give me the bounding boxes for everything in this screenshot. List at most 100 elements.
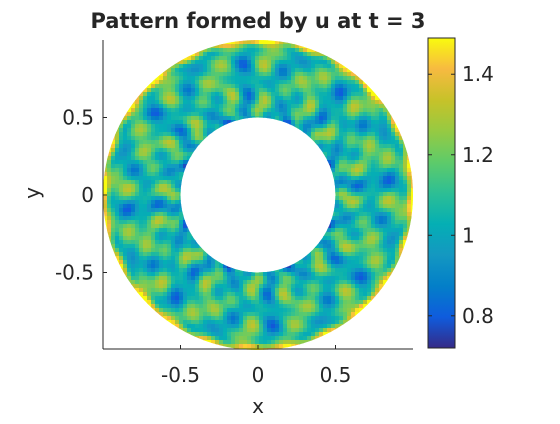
heatmap-cell [155,76,160,81]
heatmap-cell [395,248,400,253]
heatmap-cell [359,248,364,253]
heatmap-cell [131,208,136,213]
heatmap-cell [183,164,188,169]
heatmap-cell [311,48,316,53]
heatmap-cell [247,56,252,61]
heatmap-cell [319,140,324,145]
heatmap-cell [283,344,288,349]
heatmap-cell [175,192,180,197]
heatmap-cell [195,284,200,289]
heatmap-cell [339,96,344,101]
heatmap-cell [339,204,344,209]
heatmap-cell [211,88,216,93]
heatmap-cell [183,168,188,173]
heatmap-cell [283,64,288,69]
heatmap-cell [299,56,304,61]
heatmap-cell [331,272,336,277]
heatmap-cell [243,300,248,305]
heatmap-cell [219,52,224,57]
heatmap-cell [119,204,124,209]
heatmap-cell [167,292,172,297]
heatmap-cell [331,104,336,109]
heatmap-cell [267,84,272,89]
heatmap-cell [303,280,308,285]
heatmap-cell [395,184,400,189]
heatmap-cell [175,56,180,61]
heatmap-cell [387,160,392,165]
heatmap-cell [131,140,136,145]
heatmap-cell [307,80,312,85]
heatmap-cell [347,296,352,301]
heatmap-cell [171,312,176,317]
heatmap-cell [143,204,148,209]
heatmap-cell [391,268,396,273]
heatmap-cell [207,336,212,341]
heatmap-cell [171,328,176,333]
heatmap-cell [379,96,384,101]
heatmap-cell [127,116,132,121]
heatmap-cell [119,192,124,197]
heatmap-cell [267,64,272,69]
heatmap-cell [283,68,288,73]
heatmap-cell [335,296,340,301]
heatmap-cell [291,56,296,61]
heatmap-cell [263,304,268,309]
heatmap-cell [395,152,400,157]
heatmap-cell [223,96,228,101]
heatmap-cell [227,324,232,329]
heatmap-cell [191,108,196,113]
heatmap-cell [183,292,188,297]
heatmap-cell [399,196,404,201]
heatmap-cell [347,260,352,265]
heatmap-cell [291,120,296,125]
heatmap-cell [363,256,368,261]
heatmap-cell [155,208,160,213]
heatmap-cell [331,256,336,261]
heatmap-cell [363,96,368,101]
heatmap-cell [347,324,352,329]
heatmap-cell [343,320,348,325]
heatmap-cell [243,116,248,121]
heatmap-cell [335,288,340,293]
heatmap-cell [247,40,252,45]
heatmap-cell [175,180,180,185]
heatmap-cell [227,88,232,93]
heatmap-cell [259,336,264,341]
heatmap-cell [287,96,292,101]
heatmap-cell [251,64,256,69]
heatmap-cell [155,316,160,321]
heatmap-cell [339,112,344,117]
heatmap-cell [303,136,308,141]
heatmap-cell [307,264,312,269]
heatmap-cell [263,60,268,65]
heatmap-cell [263,340,268,345]
heatmap-cell [207,60,212,65]
heatmap-cell [363,196,368,201]
heatmap-cell [123,252,128,257]
heatmap-cell [223,288,228,293]
heatmap-cell [295,336,300,341]
heatmap-cell [259,332,264,337]
heatmap-cell [351,308,356,313]
heatmap-cell [367,116,372,121]
heatmap-cell [107,136,112,141]
heatmap-cell [247,344,252,349]
heatmap-cell [307,292,312,297]
heatmap-cell [291,60,296,65]
heatmap-cell [191,260,196,265]
heatmap-cell [323,80,328,85]
heatmap-cell [199,300,204,305]
heatmap-cell [335,84,340,89]
heatmap-cell [339,196,344,201]
heatmap-cell [379,204,384,209]
heatmap-cell [343,216,348,221]
heatmap-cell [223,48,228,53]
heatmap-cell [259,92,264,97]
heatmap-cell [215,300,220,305]
heatmap-cell [215,76,220,81]
heatmap-cell [367,188,372,193]
heatmap-cell [331,64,336,69]
heatmap-cell [295,124,300,129]
heatmap-cell [379,212,384,217]
heatmap-cell [175,132,180,137]
